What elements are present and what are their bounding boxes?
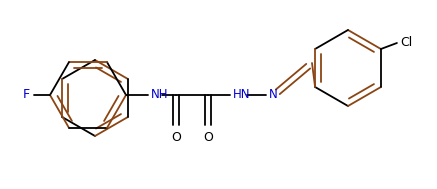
Text: O: O [203, 131, 213, 144]
Text: NH: NH [151, 88, 169, 101]
Text: Cl: Cl [400, 36, 412, 50]
Text: HN: HN [233, 88, 250, 101]
Text: F: F [23, 88, 30, 101]
Text: O: O [171, 131, 181, 144]
Text: N: N [269, 88, 278, 101]
